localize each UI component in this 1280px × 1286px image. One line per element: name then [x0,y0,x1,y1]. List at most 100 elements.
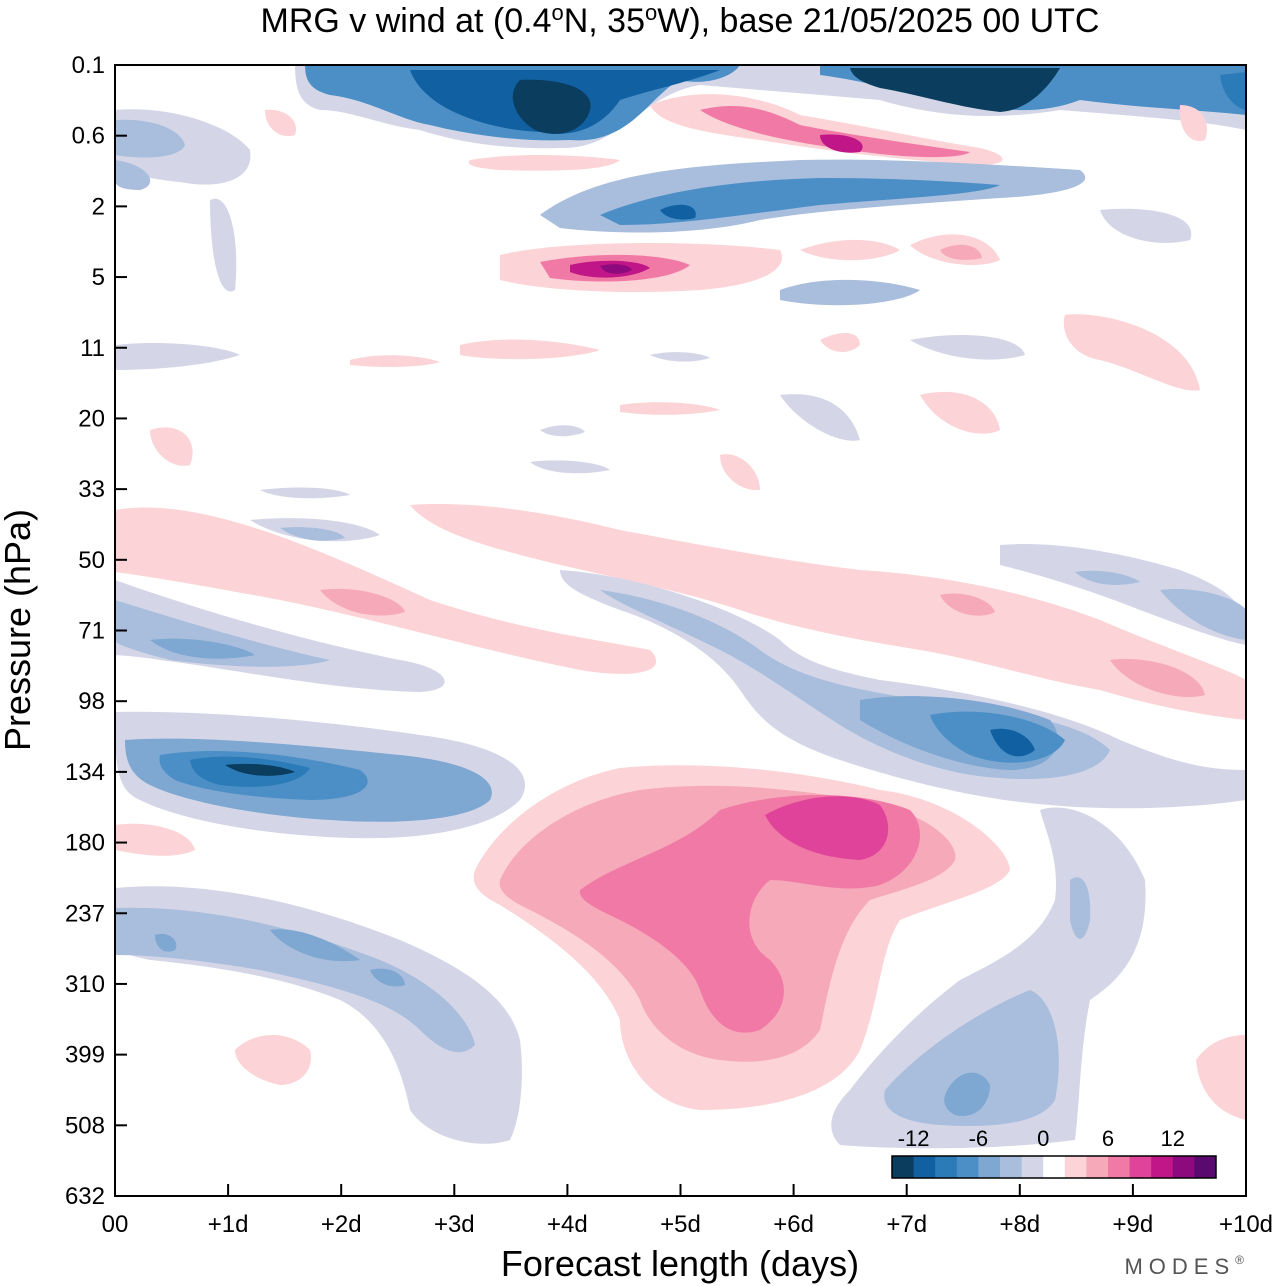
y-tick-label: 0.6 [72,123,105,150]
x-tick-label: +8d [999,1211,1040,1238]
contour-pos [820,134,863,153]
y-axis: 0.1 0.6 2 5 11 20 33 50 71 98 134 180 237 310 399 508 63… [65,52,127,1210]
contour-neg [1000,544,1246,645]
contour-field [115,65,1246,1196]
contour-neg [270,929,360,962]
contour-neg [1100,208,1192,243]
contour-pos [600,264,632,274]
y-tick-label: 134 [65,759,105,786]
x-tick-label: +2d [321,1211,362,1238]
contour-neg [884,990,1059,1126]
contour-neg [1160,589,1246,640]
contour-neg [115,343,240,370]
contour-pos [1196,1035,1246,1120]
contour-neg [115,160,151,190]
contour-pos [320,588,405,616]
contour-neg [115,907,475,1053]
colorbar-swatch [1108,1156,1131,1178]
colorbar-swatch [935,1156,958,1178]
y-tick-label: 50 [78,547,105,574]
y-tick-label: 20 [78,405,105,432]
colorbar-swatch [1043,1156,1066,1178]
contour-pos [150,427,193,466]
contour-neg [115,119,185,158]
x-axis-label: Forecast length (days) [501,1243,859,1284]
contour-neg [780,394,860,441]
colorbar-frame [891,1155,1217,1179]
y-tick-label: 237 [65,900,105,927]
contour-pos [820,333,860,352]
colorbar: -12 -6 0 6 12 [891,1126,1217,1179]
contour-neg [600,178,1000,225]
contour-neg [990,728,1035,757]
y-tick-label: 71 [78,618,105,645]
colorbar-swatch [1000,1156,1023,1178]
y-tick-label: 180 [65,830,105,857]
contour-pos [700,105,970,158]
contour-neg [650,352,710,362]
contour-neg [1220,72,1246,110]
x-tick-label: +9d [1113,1211,1154,1238]
y-tick-label: 508 [65,1112,105,1139]
colorbar-label: 0 [1037,1126,1049,1151]
chart-title: MRG v wind at (0.4oN, 35oW), base 21/05/… [261,0,1100,40]
y-tick-label: 310 [65,971,105,998]
contour-pos [115,507,657,674]
x-tick-label: +5d [660,1211,701,1238]
contour-pos [1179,105,1208,141]
contour-pos [1063,314,1200,391]
contour-neg [115,580,445,692]
y-tick-label: 11 [80,335,105,362]
contour-neg [660,204,696,220]
contour-pos [235,1035,311,1085]
contour-pos [720,454,760,491]
colorbar-swatch [956,1156,979,1178]
colorbar-label: 12 [1161,1126,1185,1151]
contour-neg [540,425,585,437]
contour-neg [155,933,177,952]
colorbar-swatch [1194,1156,1217,1178]
contour-neg [530,460,610,474]
contour-pos [1110,659,1205,697]
contour-pos [920,391,1000,434]
contour-neg [780,279,920,306]
contour-neg [1075,570,1140,585]
contour-pos [800,239,900,261]
contour-pos [410,504,1246,720]
colorbar-swatch [1172,1156,1195,1178]
colorbar-swatch [1064,1156,1087,1178]
colorbar-label: -6 [969,1126,989,1151]
contour-pos [765,796,889,860]
colorbar-label: 6 [1102,1126,1114,1151]
x-tick-label: +4d [547,1211,588,1238]
contour-pos [460,339,600,360]
contour-neg [944,1072,990,1116]
contour-pos [940,244,982,260]
contour-neg [512,79,591,134]
contour-neg [210,198,237,292]
colorbar-swatch [1021,1156,1044,1178]
y-tick-label: 632 [65,1183,105,1210]
brand-logo: MODES® [1124,1253,1250,1279]
y-tick-label: 98 [78,688,105,715]
x-tick-label: +3d [434,1211,475,1238]
contour-neg [280,527,345,541]
y-axis-label: Pressure (hPa) [0,509,38,751]
colorbar-swatch [978,1156,1001,1178]
contour-pos [115,823,195,856]
contour-neg [260,487,350,499]
x-tick-label: +10d [1219,1211,1273,1238]
colorbar-swatch [1086,1156,1109,1178]
contour-neg [910,335,1025,360]
contour-pos [940,593,995,616]
x-tick-label: 00 [102,1211,129,1238]
contour-pos [620,402,720,415]
x-axis: 00 +1d +2d +3d +4d +5d +6d +7d +8d +9d +10d [102,1184,1273,1238]
contour-neg [150,638,255,659]
x-tick-label: +6d [773,1211,814,1238]
colorbar-swatch [1151,1156,1174,1178]
colorbar-swatch [913,1156,936,1178]
contour-neg [370,968,405,987]
colorbar-label: -12 [898,1126,930,1151]
